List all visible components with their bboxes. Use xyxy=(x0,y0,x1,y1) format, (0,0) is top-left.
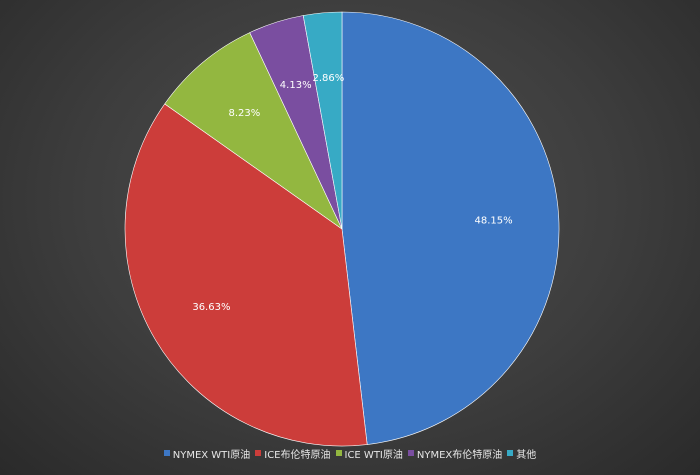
data-label-nymex-wti-0: 48.15% xyxy=(475,216,513,227)
data-label-ice-wti-2: 8.23% xyxy=(229,108,261,119)
legend-item-ice-wti-2: ICE WTI原油 xyxy=(335,446,403,461)
pie-slice-nymex-wti-0 xyxy=(341,11,560,445)
legend-label: ICE布伦特原油 xyxy=(264,449,331,461)
legend-item-nymex-3: NYMEX布伦特原油 xyxy=(407,446,503,461)
pie-slice-ice-1 xyxy=(124,103,368,447)
legend-item-ice-1: ICE布伦特原油 xyxy=(255,446,331,461)
legend-item-4: 其他 xyxy=(507,446,536,461)
legend-swatch xyxy=(335,450,342,456)
legend-label: NYMEX布伦特原油 xyxy=(416,449,503,461)
chart-legend: NYMEX WTI原油 ICE布伦特原油 ICE WTI原油 NYMEX布伦特原油 其他 xyxy=(0,443,700,463)
legend-item-nymex-wti-0: NYMEX WTI原油 xyxy=(163,446,251,461)
pie-slice-4 xyxy=(302,11,343,230)
legend-label: 其他 xyxy=(516,449,537,461)
pie-slice-ice-wti-2 xyxy=(164,32,343,230)
data-label-ice-1: 36.63% xyxy=(192,302,230,313)
legend-label: ICE WTI原油 xyxy=(344,449,403,461)
data-label-nymex-3: 4.13% xyxy=(280,80,312,91)
legend-label: NYMEX WTI原油 xyxy=(172,449,251,461)
legend-swatch xyxy=(407,450,414,456)
legend-swatch xyxy=(163,450,170,456)
data-label-4: 2.86% xyxy=(313,73,345,84)
legend-swatch xyxy=(507,450,514,456)
legend-swatch xyxy=(255,450,262,456)
